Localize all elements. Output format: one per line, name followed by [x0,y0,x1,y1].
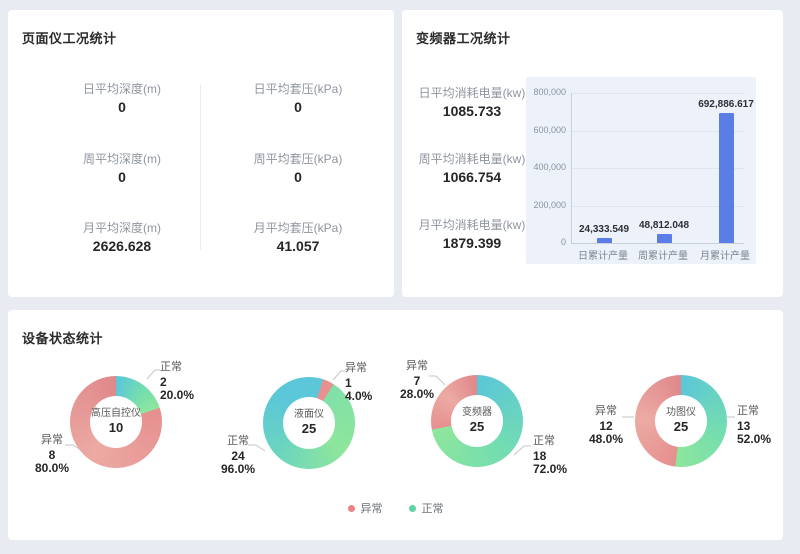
bar-日累计产量[interactable] [596,238,612,243]
metric-label: 日平均深度(m) [83,82,161,96]
panel-device-status: 设备状态统计 高压自控仪 10 正常 2 20.0% 异常 8 80.0% 液面… [8,310,783,540]
donut-device-name: 变频器 [462,407,492,418]
slice-label-normal: 正常 2 20.0% [160,361,195,402]
metric-monthly-casing-pressure: 月平均套压(kPa) 41.057 [218,221,378,255]
metric-weekly-depth: 周平均深度(m) 0 [42,152,202,186]
metric-value: 0 [118,99,126,115]
slice-label-abnormal: 异常 12 48.0% [588,405,624,446]
metric-value: 41.057 [276,238,320,254]
metric-value: 1879.399 [442,235,502,251]
slice-label-abnormal: 异常 7 28.0% [399,360,435,401]
gridline [572,93,744,94]
metric-daily-consumption: 日平均消耗电量(kw) 1085.733 [402,86,542,120]
x-axis-labels: 日累计产量 周累计产量 月累计产量 [571,247,750,262]
donut-device-name: 功图仪 [666,407,696,418]
metric-daily-depth: 日平均深度(m) 0 [42,82,202,116]
donut-center: 高压自控仪 10 [90,396,142,448]
metric-weekly-consumption: 周平均消耗电量(kw) 1066.754 [402,152,542,186]
bar-月累计产量[interactable] [718,113,734,243]
donut-center: 变频器 25 [451,395,503,447]
metric-monthly-depth: 月平均深度(m) 2626.628 [42,221,202,255]
metric-label: 周平均消耗电量(kw) [418,152,526,166]
donut-device-total: 25 [301,421,317,436]
column-divider [200,85,201,250]
metric-label: 周平均深度(m) [83,152,161,166]
panel-inverter-title: 变频器工况统计 [416,31,511,46]
slice-label-abnormal: 异常 1 4.0% [345,362,373,403]
metric-daily-casing-pressure: 日平均套压(kPa) 0 [218,82,378,116]
status-legend: 异常 正常 [8,500,783,516]
x-tick-label: 日累计产量 [578,251,628,262]
legend-item-abnormal[interactable]: 异常 [347,500,383,516]
bar-plot: 24,333.549 48,812.048 692,886.617 [571,93,754,244]
donut-inverter[interactable]: 变频器 25 [431,375,523,467]
metric-value: 0 [118,169,126,185]
panel-inverter-stats: 变频器工况统计 日平均消耗电量(kw) 1085.733 周平均消耗电量(kw)… [402,10,783,297]
metric-label: 月平均消耗电量(kw) [418,218,526,232]
metric-label: 日平均消耗电量(kw) [418,86,526,100]
metric-value: 0 [294,99,302,115]
slice-label-normal: 正常 18 72.0% [533,435,568,476]
metric-monthly-consumption: 月平均消耗电量(kw) 1879.399 [402,218,542,252]
abnormal-dot-icon [347,504,355,512]
metric-value: 1066.754 [442,169,502,185]
y-tick-label: 600,000 [533,124,566,135]
bar-value-label: 48,812.048 [638,220,690,231]
metric-label: 月平均套压(kPa) [253,221,343,235]
normal-dot-icon [408,504,416,512]
y-tick-label: 0 [560,237,566,247]
y-tick-label: 200,000 [533,199,566,210]
gridline [572,205,744,207]
metric-label: 周平均套压(kPa) [253,152,343,166]
donut-device-name: 液面仪 [294,409,324,420]
metric-label: 日平均套压(kPa) [253,82,343,96]
metric-value: 0 [294,169,302,185]
donut-device-total: 25 [469,419,485,434]
donut-center: 液面仪 25 [283,397,335,449]
donut-liquid-level-meter[interactable]: 液面仪 25 [263,377,355,469]
donut-device-total: 10 [108,420,124,435]
x-tick-label: 月累计产量 [700,251,750,262]
metric-value: 2626.628 [92,238,152,254]
donut-device-total: 25 [673,419,689,434]
metric-weekly-casing-pressure: 周平均套压(kPa) 0 [218,152,378,186]
slice-label-normal: 正常 24 96.0% [220,435,256,476]
donut-center: 功图仪 25 [655,395,707,447]
legend-item-normal[interactable]: 正常 [408,500,444,516]
donut-device-name: 高压自控仪 [91,408,141,419]
bar-value-label: 692,886.617 [698,99,754,110]
slice-label-abnormal: 异常 8 80.0% [34,434,70,475]
metric-label: 月平均深度(m) [83,221,161,235]
x-tick-label: 周累计产量 [638,251,688,262]
metric-value: 1085.733 [442,103,502,119]
panel-gauge-title: 页面仪工况统计 [22,31,117,46]
y-tick-label: 800,000 [533,87,566,97]
donut-high-pressure-controller[interactable]: 高压自控仪 10 [70,376,162,468]
panel-device-title: 设备状态统计 [22,331,104,346]
y-tick-label: 400,000 [533,162,566,172]
panel-gauge-stats: 页面仪工况统计 日平均深度(m) 0 日平均套压(kPa) 0 周平均深度(m)… [8,10,394,297]
bar-value-label: 24,333.549 [578,224,630,235]
slice-label-normal: 正常 13 52.0% [737,405,772,446]
gridline [572,168,744,169]
bar-周累计产量[interactable] [656,234,672,243]
bar-chart: 24,333.549 48,812.048 692,886.617 日累计产量 周累计… [526,77,756,264]
donut-dynamometer[interactable]: 功图仪 25 [635,375,727,467]
gridline [572,130,744,132]
